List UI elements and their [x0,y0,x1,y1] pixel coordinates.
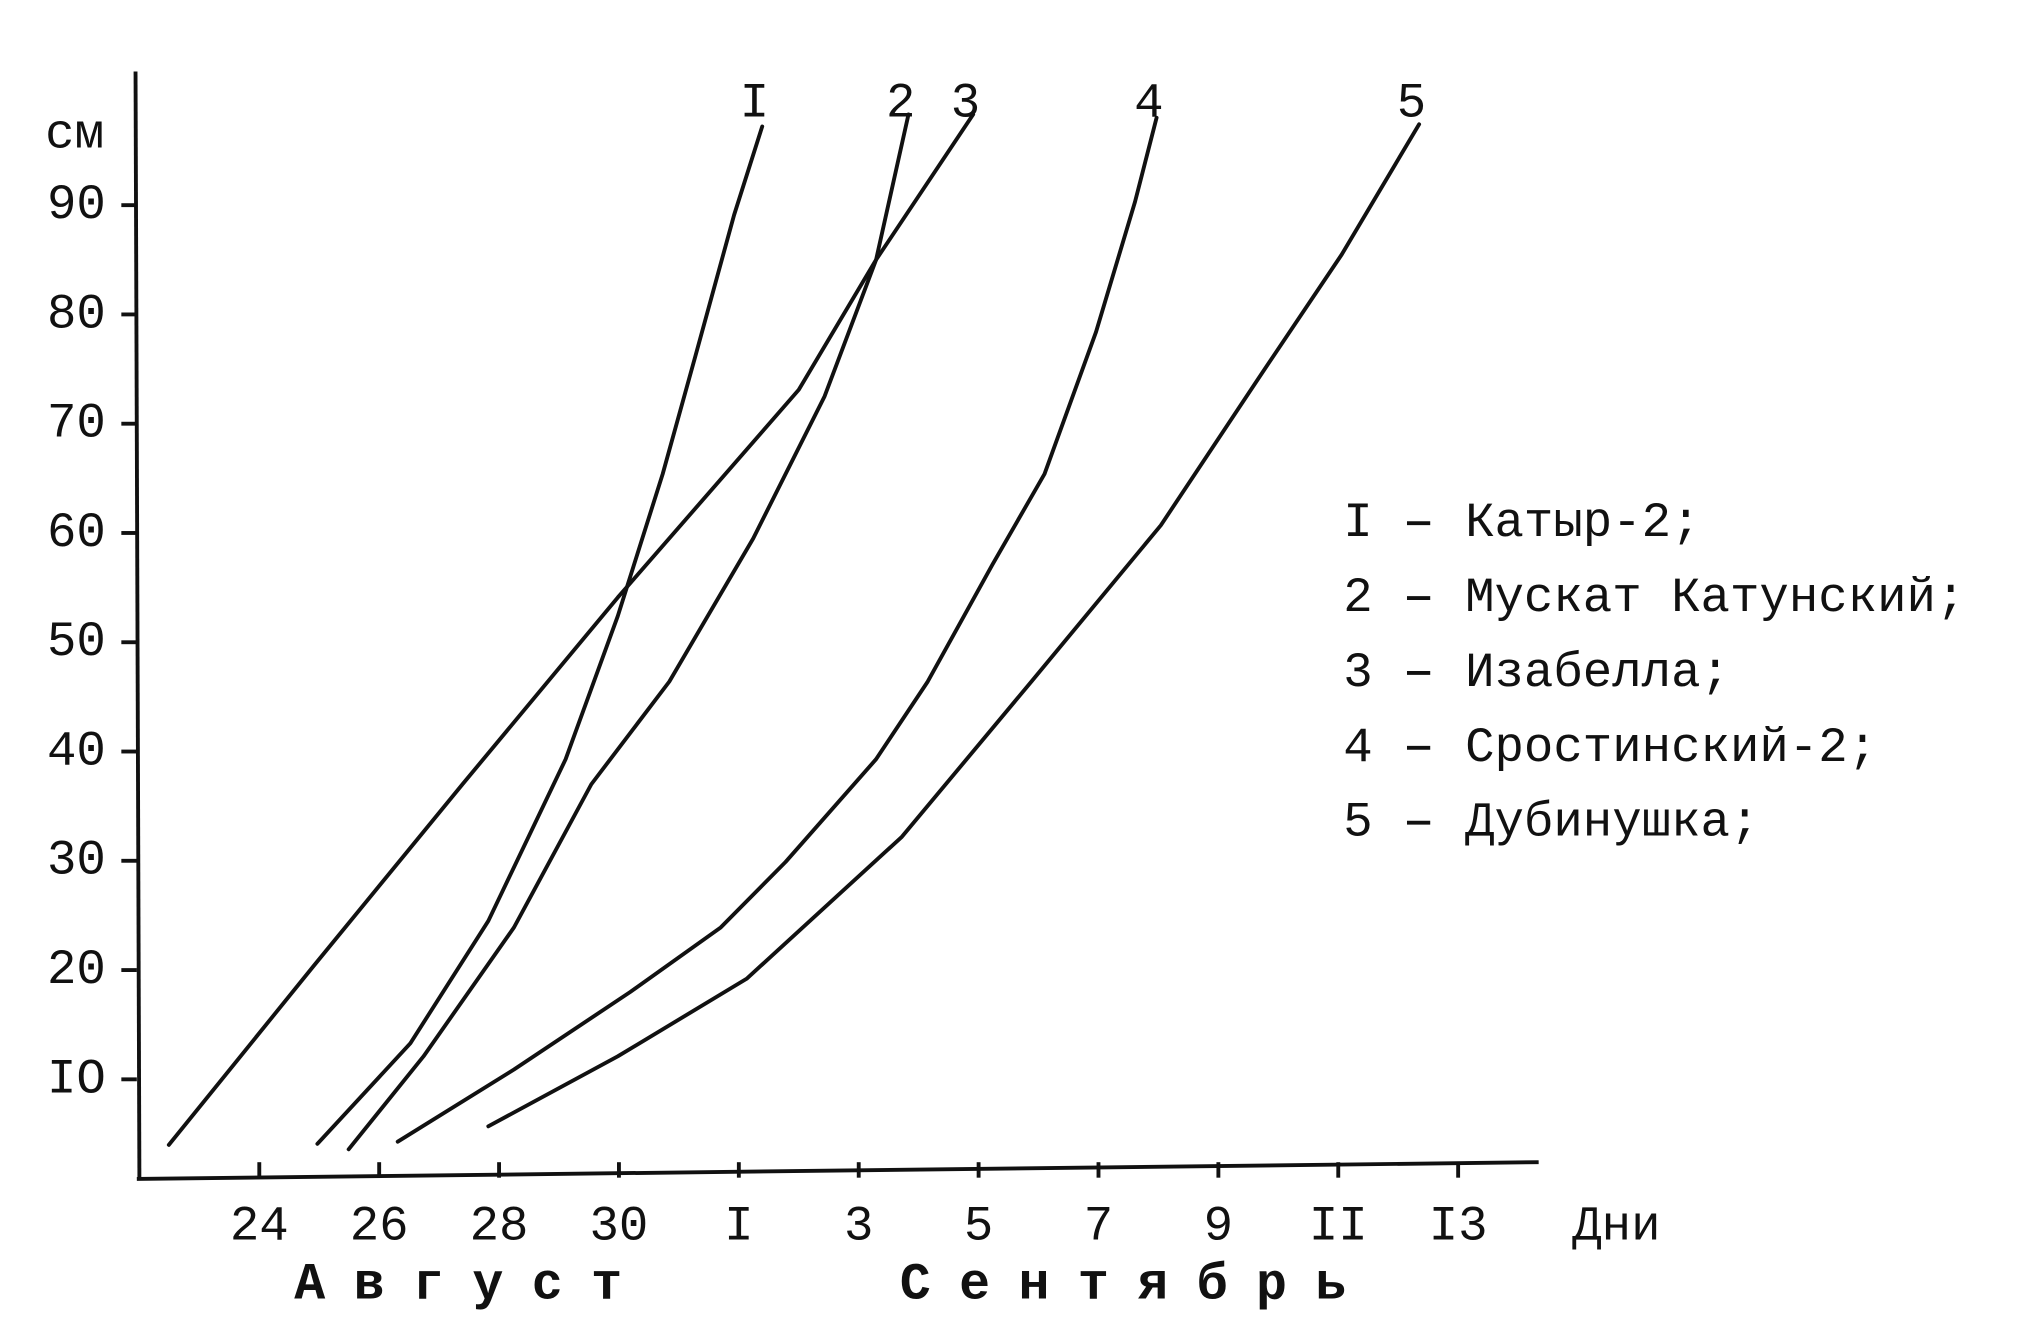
legend-number: I [1343,495,1372,551]
y-tick-label: 50 [47,614,106,670]
legend-name: Мускат Катунский; [1465,570,1965,626]
x-tick-label: 30 [590,1199,649,1255]
month-label: Сентябрь [900,1255,1375,1314]
legend-number: 5 [1343,795,1372,851]
y-tick-label: 70 [47,396,106,452]
legend-name: Сростинский-2; [1465,720,1877,776]
y-axis-label: см [45,107,104,163]
x-tick-label: 7 [1084,1199,1113,1255]
x-tick-label: 5 [964,1199,993,1255]
series-line [486,122,1422,1129]
x-tick-label: I [724,1199,753,1255]
legend-number: 4 [1343,720,1372,776]
series-label: 4 [1134,76,1163,132]
legend-name: Катыр-2; [1465,495,1700,551]
y-axis [133,71,142,1181]
y-tick-label: IO [47,1051,106,1107]
legend-name: Дубинушка; [1465,795,1759,851]
series-line [315,124,765,1146]
series-label: 2 [886,76,915,132]
series-label: 5 [1397,76,1426,132]
series-line [395,115,1159,1144]
y-tick-label: 90 [47,177,106,233]
x-tick-label: 26 [350,1199,409,1255]
series-line [166,112,976,1147]
x-axis-label: Дни [1572,1199,1660,1255]
y-tick-label: 80 [47,286,106,342]
month-label: Август [294,1255,650,1314]
x-axis [136,1160,1539,1181]
series-label: 3 [951,76,980,132]
x-tick-label: 3 [844,1199,873,1255]
legend-name: Изабелла; [1465,645,1730,701]
y-tick-label: 30 [47,833,106,889]
y-tick-label: 60 [47,505,106,561]
x-tick-label: 24 [230,1199,289,1255]
x-tick-label: II [1309,1199,1368,1255]
legend-number: 2 [1343,570,1372,626]
series-line [346,112,911,1152]
legend-number: 3 [1343,645,1372,701]
x-tick-label: 28 [470,1199,529,1255]
y-tick-label: 20 [47,942,106,998]
y-tick-label: 40 [47,723,106,779]
x-tick-label: 9 [1204,1199,1233,1255]
x-tick-label: I3 [1429,1199,1488,1255]
series-label: I [740,76,769,132]
